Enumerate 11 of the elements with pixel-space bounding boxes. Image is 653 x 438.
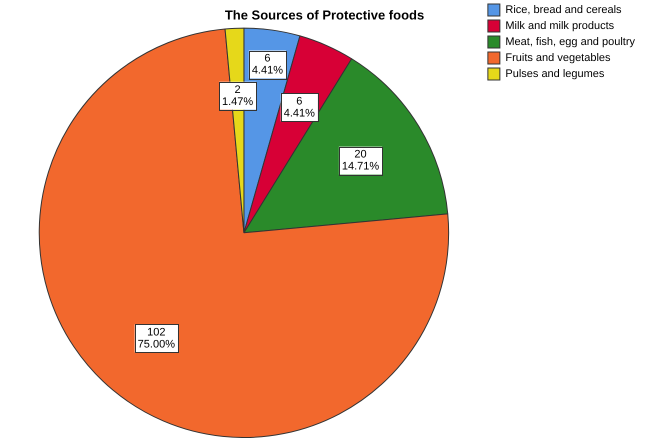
data-label: 102 75.00% <box>138 326 176 350</box>
data-label: 6 4.41% <box>252 52 284 77</box>
data-label: 2 1.47% <box>222 84 254 108</box>
legend-label: Pulses and legumes <box>505 68 605 80</box>
chart-title: The Sources of Protective foods <box>224 7 424 22</box>
legend-label: Rice, bread and cereals <box>505 4 622 16</box>
data-label: 6 4.41% <box>284 95 316 120</box>
legend-label: Fruits and vegetables <box>505 52 612 64</box>
data-label: 20 14.71% <box>342 148 380 173</box>
legend-label: Milk and milk products <box>505 20 615 32</box>
legend-label: Meat, fish, egg and poultry <box>505 36 636 48</box>
